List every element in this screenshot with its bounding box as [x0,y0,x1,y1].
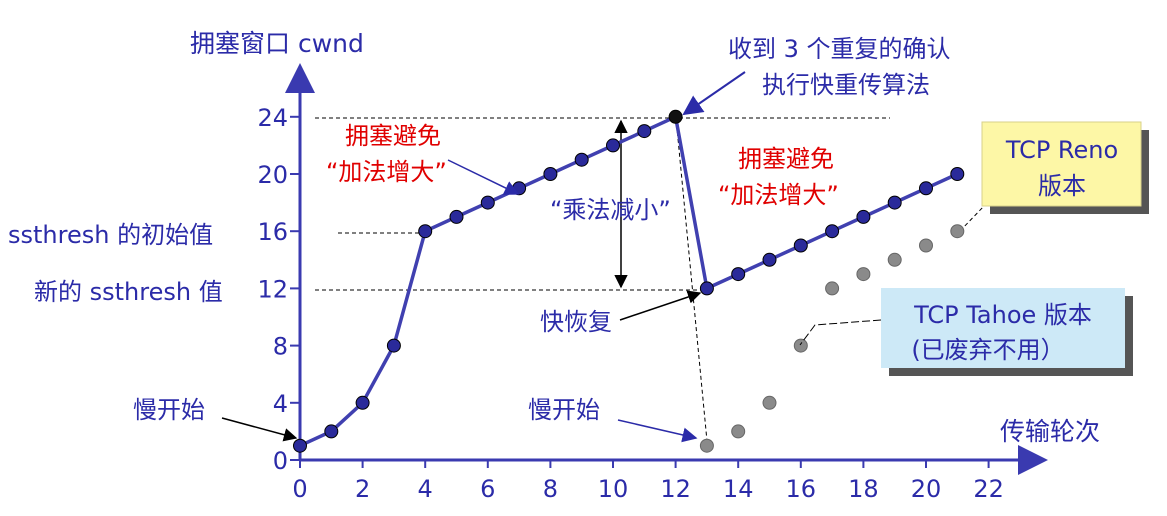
y-tick-label: 12 [257,275,288,303]
slow-start-label-1: 慢开始 [133,396,205,424]
x-tick-label: 14 [723,475,754,503]
tahoe-box-leader [799,319,882,346]
reno-point [793,238,808,253]
reno-point [324,424,339,439]
reno-point [950,167,965,181]
reno-point [293,438,307,453]
tahoe-point [825,281,840,296]
reno-line [299,115,959,448]
x-tick-label: 18 [848,475,879,503]
tahoe-box-line2: (已废弃不用） [911,336,1064,364]
fast-recovery-arrow [619,290,702,321]
slow-start-label-2: 慢开始 [528,396,600,424]
reno-point [762,252,777,267]
slow-start-arrow-2 [617,419,698,443]
reno-peak-point [668,109,683,124]
ssthresh-initial-label: ssthresh 的初始值 [8,221,213,249]
reno-point [386,338,401,353]
congestion-avoid-2-subtitle: “加法增大” [718,181,839,209]
reno-box-line2: 版本 [1038,172,1086,200]
tahoe-point [731,424,746,439]
reno-box [981,121,1142,207]
reno-point [731,267,746,282]
x-tick-label: 6 [480,475,495,503]
reno-point [887,195,902,210]
mult-decrease-label: “乘法减小” [550,196,671,224]
triple-ack-line1: 收到 3 个重复的确认 [728,35,951,63]
reno-point [418,224,433,239]
x-tick-label: 16 [786,475,817,503]
congestion-avoid-1-title: 拥塞避免 [345,122,441,150]
reno-point [543,167,558,181]
tahoe-box-line1: TCP Tahoe 版本 [913,301,1092,329]
reno-point [856,209,871,224]
y-axis-ticks: 0 4 8 12 16 20 24 [257,104,300,475]
reno-point [637,124,652,139]
y-tick-label: 24 [257,104,288,132]
x-tick-label: 0 [292,475,307,503]
x-tick-label: 4 [418,475,433,503]
reno-point [919,181,933,196]
slow-start-arrow-1 [221,417,298,442]
y-axis-title: 拥塞窗口 cwnd [190,29,364,58]
triple-ack-line2: 执行快重传算法 [762,71,930,99]
y-tick-label: 0 [273,447,288,475]
tahoe-point [762,395,777,410]
tahoe-series [699,224,965,453]
dashed-tahoe-extension [959,204,986,232]
dashed-drop-to-tahoe [675,117,708,442]
congestion-avoid-1-arrow [447,159,520,195]
x-axis-title: 传输轮次 [1000,417,1100,446]
y-tick-label: 20 [257,161,288,189]
x-tick-label: 20 [911,475,942,503]
reno-point [574,152,589,167]
reno-point [699,281,714,296]
x-tick-label: 8 [543,475,558,503]
congestion-avoid-1-subtitle: “加法增大” [326,158,447,186]
reno-point [825,224,840,239]
tahoe-box [881,288,1125,368]
x-tick-label: 22 [973,475,1004,503]
x-tick-label: 10 [598,475,629,503]
y-tick-label: 4 [273,390,288,418]
ssthresh-new-label: 新的 ssthresh 值 [34,278,223,306]
reno-box-line1: TCP Reno [1005,136,1118,164]
tahoe-point [887,252,902,267]
tahoe-point [919,238,933,253]
x-tick-label: 12 [660,475,691,503]
congestion-avoid-2-title: 拥塞避免 [738,145,834,173]
tahoe-point [699,438,714,453]
triple-ack-arrow [682,71,746,116]
tahoe-point [793,338,808,353]
y-tick-label: 16 [257,218,288,246]
reno-point [480,195,495,210]
reno-point [355,395,370,410]
y-tick-label: 8 [273,333,288,361]
tahoe-point [950,224,965,239]
reno-point [449,209,464,224]
tahoe-point [856,267,871,282]
fast-recovery-label: 快恢复 [540,308,612,336]
x-axis-ticks: 0 2 4 6 8 10 12 14 16 18 20 22 [292,460,1004,503]
reno-point [606,138,620,153]
x-tick-label: 2 [355,475,370,503]
